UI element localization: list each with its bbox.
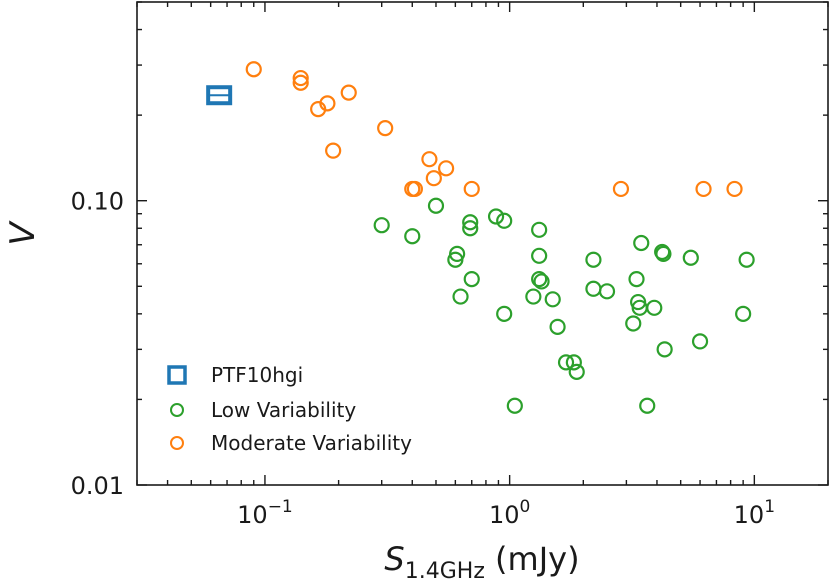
x-axis-title: S1.4GHz (mJy) xyxy=(384,540,579,582)
x-axis-title-subscript: 1.4GHz xyxy=(405,559,485,582)
y-axis: 0.01 0.10 xyxy=(71,1,828,500)
data-point xyxy=(406,180,423,198)
plot-area xyxy=(136,1,829,486)
data-point xyxy=(325,142,342,159)
data-point xyxy=(496,212,513,229)
data-point xyxy=(612,180,630,198)
data-point xyxy=(544,291,561,308)
data-point xyxy=(682,249,699,266)
data-point xyxy=(292,69,309,87)
data-point xyxy=(691,333,709,350)
x-tick-label-exponent: −1 xyxy=(268,497,293,517)
legend-label: PTF10hgi xyxy=(211,363,303,387)
data-point xyxy=(487,208,505,225)
data-point xyxy=(695,180,712,198)
data-point xyxy=(598,283,616,300)
x-tick-label-base: 10 xyxy=(489,501,520,529)
data-point xyxy=(452,288,469,305)
data-point xyxy=(625,315,642,332)
data-point xyxy=(585,251,602,268)
y-tick-label: 0.01 xyxy=(71,472,124,500)
data-point xyxy=(568,363,585,380)
data-point xyxy=(525,288,542,305)
series-moderate-variability xyxy=(245,61,743,198)
data-point xyxy=(438,160,455,177)
data-point xyxy=(738,251,755,268)
data-point xyxy=(531,221,548,238)
data-point xyxy=(404,228,421,245)
legend: PTF10hgi Low Variability Moderate Variabil… xyxy=(167,363,412,455)
data-point xyxy=(462,214,479,231)
data-point xyxy=(377,120,394,137)
x-tick-label-exponent: 0 xyxy=(520,497,531,517)
data-point xyxy=(319,95,336,112)
data-point xyxy=(463,180,480,198)
data-point xyxy=(656,341,673,358)
data-point xyxy=(340,84,357,101)
data-point xyxy=(292,74,309,91)
data-point xyxy=(496,305,513,322)
data-point xyxy=(533,273,550,290)
data-point xyxy=(628,270,645,288)
data-point xyxy=(639,397,656,414)
legend-marker-square xyxy=(167,365,187,385)
legend-marker-circle xyxy=(170,403,184,417)
x-tick-label: 100 xyxy=(489,497,530,529)
data-point xyxy=(585,280,602,297)
data-point xyxy=(633,234,650,252)
x-tick-label-base: 10 xyxy=(734,501,765,529)
series-low-variability xyxy=(373,197,755,414)
data-point xyxy=(425,170,442,187)
legend-label: Low Variability xyxy=(211,398,356,422)
data-point xyxy=(506,397,523,414)
data-point xyxy=(449,245,466,262)
data-point xyxy=(549,318,566,335)
data-point xyxy=(646,299,663,316)
data-point xyxy=(531,247,548,264)
data-point xyxy=(373,217,390,234)
y-tick-label: 0.10 xyxy=(71,188,124,216)
x-axis-title-symbol: S xyxy=(384,540,404,578)
data-point xyxy=(655,245,672,262)
x-axis: 10−1 100 101 xyxy=(136,2,829,529)
data-point xyxy=(735,305,752,322)
series-ptf10hgi xyxy=(206,85,233,106)
data-point xyxy=(421,151,438,168)
data-point xyxy=(531,270,548,288)
legend-marker-circle xyxy=(170,436,184,450)
series-layer xyxy=(206,61,755,414)
y-axis-title: V xyxy=(3,220,43,246)
x-tick-label: 10−1 xyxy=(237,497,293,529)
data-point xyxy=(565,354,582,371)
x-tick-label-base: 10 xyxy=(237,501,268,529)
data-point xyxy=(463,270,480,288)
x-tick-label-exponent: 1 xyxy=(764,497,775,517)
data-point xyxy=(557,354,575,371)
data-point xyxy=(427,197,445,214)
x-axis-title-unit: (mJy) xyxy=(485,540,580,578)
plot-frame xyxy=(136,1,829,486)
data-point xyxy=(726,180,743,198)
x-tick-label: 101 xyxy=(734,497,775,529)
data-point xyxy=(245,61,262,78)
legend-label: Moderate Variability xyxy=(211,431,412,455)
data-point xyxy=(462,220,479,237)
